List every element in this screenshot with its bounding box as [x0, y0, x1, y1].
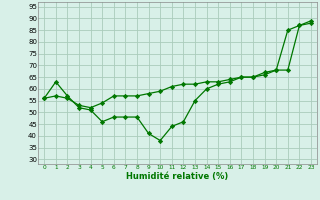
- X-axis label: Humidité relative (%): Humidité relative (%): [126, 172, 229, 181]
